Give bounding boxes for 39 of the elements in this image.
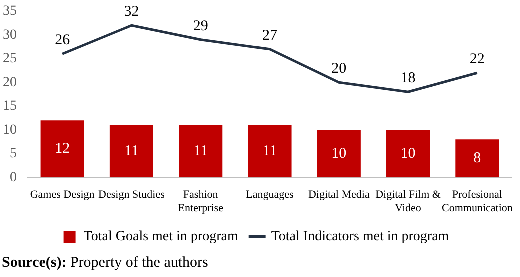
bar — [110, 125, 154, 178]
y-tick-label: 30 — [3, 28, 17, 43]
bar — [456, 140, 500, 178]
data-label: 18 — [400, 70, 416, 87]
data-label: 10 — [332, 146, 347, 162]
data-label: 26 — [55, 32, 71, 49]
x-tick-label: Digital Media — [308, 189, 370, 202]
bar — [317, 130, 361, 178]
data-label: 20 — [332, 61, 347, 78]
y-tick-label: 35 — [3, 4, 17, 20]
bar — [386, 130, 430, 178]
data-label: 32 — [124, 4, 140, 20]
data-label: 12 — [55, 141, 70, 158]
y-tick-label: 15 — [3, 99, 17, 114]
data-label: 11 — [124, 143, 139, 160]
bar — [248, 125, 292, 178]
bar — [179, 125, 223, 178]
x-tick-label: Design Studies — [98, 189, 165, 202]
data-label: 29 — [193, 18, 208, 34]
data-label: 8 — [474, 150, 482, 167]
y-tick-label: 10 — [3, 122, 17, 138]
data-label: 10 — [400, 146, 416, 162]
y-tick-label: 5 — [10, 146, 17, 162]
legend-label: Total Indicators met in program — [271, 230, 450, 245]
source-note: Source(s): Property of the authors — [2, 255, 208, 271]
legend-label: Total Goals met in program — [84, 230, 238, 245]
x-tick-label: Digital Film & Video — [376, 189, 442, 214]
y-tick-label: 25 — [3, 52, 17, 67]
x-tick-label: Languages — [246, 189, 294, 202]
bar — [40, 120, 84, 178]
data-label: 27 — [262, 28, 278, 44]
y-tick-label: 20 — [3, 75, 17, 90]
data-label: 11 — [262, 143, 278, 160]
data-label: 11 — [194, 143, 208, 160]
data-label: 22 — [470, 52, 485, 68]
x-tick-label: Fashion Enterprise — [178, 189, 224, 214]
x-tick-label: Games Design — [30, 189, 96, 202]
x-tick-label: Profesional Communication — [442, 189, 514, 214]
y-tick-label: 0 — [10, 170, 17, 186]
